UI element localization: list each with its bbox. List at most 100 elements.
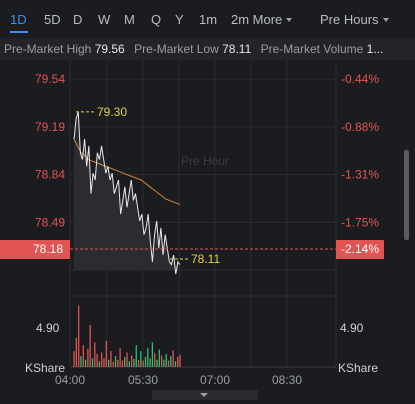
volume-bar — [158, 349, 160, 367]
premarket-volume-label: Pre-Market Volume — [260, 42, 364, 56]
volume-bar — [177, 356, 179, 367]
volume-bar — [82, 345, 84, 367]
volume-bar — [163, 359, 165, 367]
chevron-down-icon — [200, 393, 208, 397]
vertical-scrollbar[interactable] — [404, 150, 409, 240]
tab-5d[interactable]: 5D — [44, 12, 61, 27]
chart-grid — [69, 60, 337, 368]
price-area — [74, 111, 180, 275]
volume-bar — [140, 351, 142, 367]
tab-q[interactable]: Q — [151, 12, 162, 27]
volume-bar — [114, 356, 117, 367]
volume-bar — [170, 356, 172, 367]
volume-bar — [101, 352, 103, 367]
tab-m[interactable]: M — [124, 12, 135, 27]
volume-bar — [135, 345, 137, 367]
percent-tick: -1.31% — [341, 168, 379, 182]
premarket-low-label: Pre-Market Low — [134, 42, 219, 56]
current-price-badge: 78.18 — [0, 240, 70, 259]
volume-bar — [179, 354, 181, 367]
max-price-annotation: 79.30 — [76, 105, 127, 119]
percent-tick: -1.75% — [341, 215, 379, 229]
price-tick: 79.54 — [35, 72, 65, 86]
volume-bar — [96, 353, 98, 367]
premarket-high-label: Pre-Market High — [4, 42, 92, 56]
volume-bar — [144, 356, 147, 367]
premarket-high-value: 79.56 — [94, 42, 125, 56]
volume-bar — [119, 348, 121, 367]
volume-bar — [110, 351, 112, 367]
volume-bar — [117, 359, 119, 367]
volume-bar — [172, 350, 174, 367]
session-selector[interactable]: Pre Hours — [320, 12, 389, 27]
volume-bar — [105, 340, 107, 367]
tab-y[interactable]: Y — [175, 12, 184, 27]
time-tick: 05:30 — [128, 373, 158, 387]
volume-bar — [98, 361, 101, 367]
volume-bar — [142, 360, 144, 367]
chevron-down-icon — [286, 17, 293, 22]
volume-bar — [107, 359, 110, 367]
tab-d[interactable]: D — [73, 12, 83, 27]
price-line — [73, 111, 181, 275]
volume-bar — [112, 361, 114, 367]
volume-bar — [154, 353, 156, 367]
volume-bar — [131, 355, 133, 367]
volume-tick-left: 4.90 — [36, 321, 60, 335]
average-price-line — [73, 138, 181, 206]
price-tick: 78.49 — [35, 215, 65, 229]
volume-bar — [80, 356, 82, 367]
percent-tick: -0.88% — [341, 120, 379, 134]
volume-bar — [167, 360, 170, 367]
chart-scroll-handle[interactable] — [152, 390, 258, 400]
price-axis: 79.54 79.19 78.84 78.49 — [35, 72, 65, 229]
volume-unit-right: KShare — [338, 361, 378, 375]
time-tick: 04:00 — [55, 373, 85, 387]
volume-bar — [124, 356, 126, 367]
intraday-chart[interactable]: Pre Hour 79.30 78.11 79.54 79.19 78.84 78.4… — [0, 60, 415, 404]
volume-bar — [165, 353, 167, 367]
current-percent-badge: -2.14% — [336, 240, 384, 259]
min-annotation-label: 78.11 — [191, 252, 220, 266]
price-tick: 78.84 — [35, 168, 65, 182]
percent-tick: -0.44% — [341, 72, 379, 86]
time-tick: 08:30 — [272, 373, 302, 387]
time-tick: 07:00 — [200, 373, 230, 387]
time-axis: 04:00 05:30 07:00 08:30 — [55, 373, 302, 387]
volume-bar — [89, 324, 91, 367]
volume-bar — [133, 359, 135, 367]
active-tab-indicator — [10, 31, 28, 33]
percent-axis: -0.44% -0.88% -1.31% -1.75% — [341, 72, 379, 229]
volume-bar — [91, 358, 94, 367]
tab-1d[interactable]: 1D — [10, 12, 27, 27]
chart-svg: Pre Hour 79.30 78.11 79.54 79.19 78.84 78.4… — [25, 60, 379, 387]
volume-bar — [103, 358, 105, 367]
volume-bar — [126, 352, 128, 367]
volume-bar — [73, 351, 75, 367]
volume-unit-left: KShare — [25, 361, 65, 375]
volume-bar — [121, 360, 124, 367]
min-price-annotation: 78.11 — [170, 252, 220, 266]
tab-1m[interactable]: 1m — [199, 12, 218, 27]
tab-more[interactable]: 2m More — [231, 12, 293, 27]
tab-w[interactable]: W — [98, 12, 111, 27]
volume-bar — [156, 359, 158, 367]
volume-bar — [75, 338, 78, 367]
premarket-summary: Pre-Market High 79.56 Pre-Market Low 78.… — [0, 38, 415, 60]
price-tick: 79.19 — [35, 120, 65, 134]
volume-bar — [128, 361, 131, 367]
volume-bar — [87, 348, 89, 367]
max-annotation-label: 79.30 — [97, 105, 127, 119]
volume-bar — [147, 348, 149, 367]
volume-bar — [160, 355, 163, 367]
volume-tick-right: 4.90 — [340, 321, 364, 335]
volume-bar — [174, 361, 177, 367]
volume-bar — [137, 359, 140, 367]
volume-bar — [78, 305, 80, 367]
period-tabbar: 1D 5D D W M Q Y 1m 2m More Pre Hours — [0, 0, 415, 38]
premarket-volume-value: 1... — [366, 42, 384, 56]
session-selector-label: Pre Hours — [320, 12, 379, 27]
premarket-low-value: 78.11 — [222, 42, 252, 56]
volume-bar — [149, 358, 151, 367]
volume-bars — [73, 305, 181, 367]
